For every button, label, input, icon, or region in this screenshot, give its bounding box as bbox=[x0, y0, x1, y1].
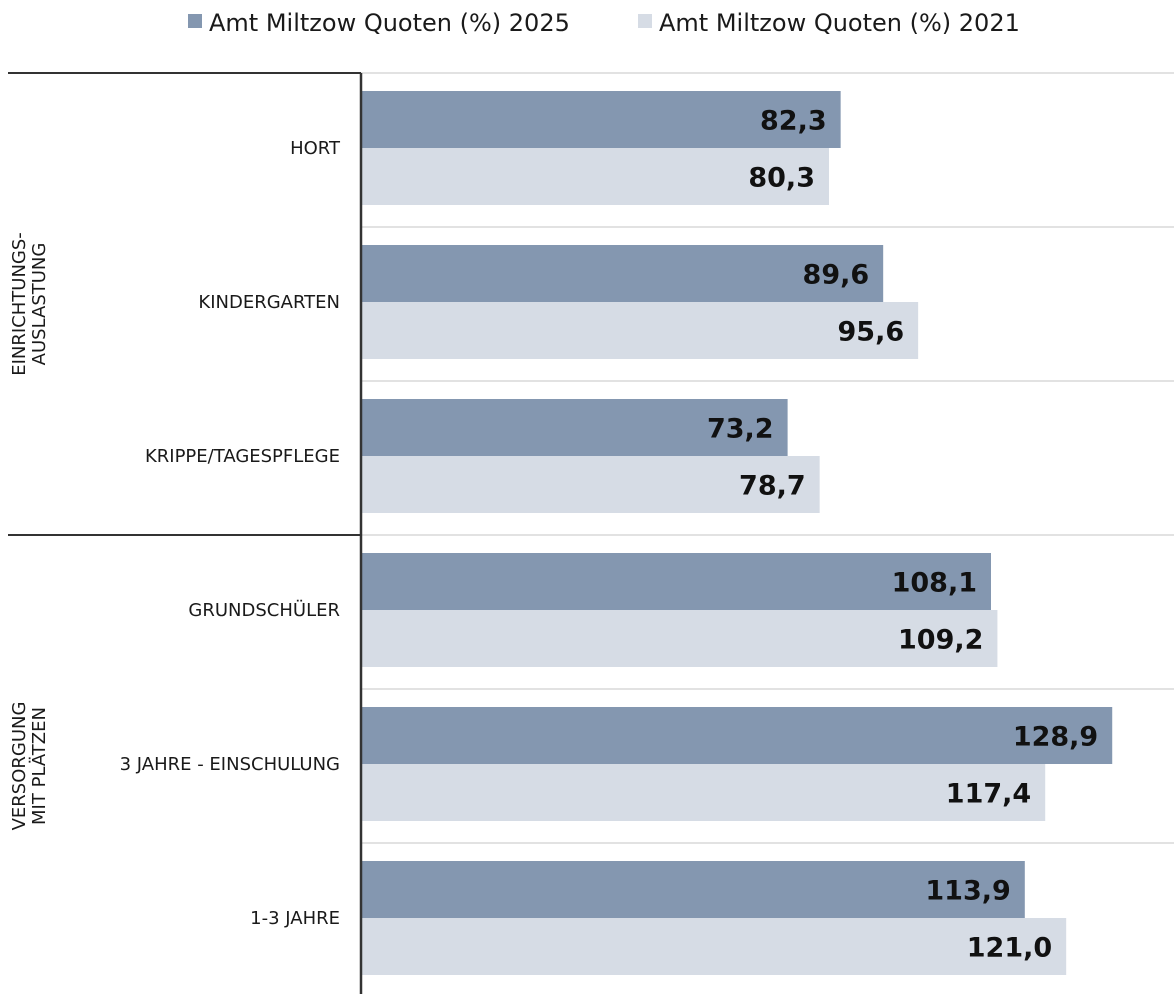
value-label: 108,1 bbox=[892, 568, 977, 599]
bar-2025 bbox=[361, 91, 841, 148]
category-label: KRIPPE/TAGESPFLEGE bbox=[145, 446, 340, 467]
category-label: 3 JAHRE - EINSCHULUNG bbox=[120, 754, 340, 775]
value-label: 128,9 bbox=[1013, 722, 1098, 753]
legend-swatch-2021 bbox=[638, 14, 652, 28]
category-labels: HORT KINDERGARTEN KRIPPE/TAGESPFLEGE GRUNDS… bbox=[120, 138, 341, 929]
bar-2025 bbox=[361, 399, 788, 456]
value-label: 89,6 bbox=[803, 260, 870, 291]
bar-2021 bbox=[361, 764, 1046, 821]
value-label: 82,3 bbox=[760, 106, 827, 137]
bar-2025 bbox=[361, 707, 1113, 764]
group-labels: EINRICHTUNGS- AUSLASTUNG VERSORGUNG MIT PLÄ… bbox=[9, 232, 50, 830]
group-label: EINRICHTUNGS- bbox=[9, 232, 30, 376]
axes bbox=[8, 72, 363, 994]
legend-label-2025: Amt Miltzow Quoten (%) 2025 bbox=[209, 9, 570, 37]
value-label: 73,2 bbox=[707, 414, 774, 445]
legend-swatch-2025 bbox=[188, 14, 202, 28]
value-labels: 82,3 80,3 89,6 95,6 73,2 78,7 108,1 109,2 128,9 1… bbox=[707, 106, 1098, 964]
bar-2021 bbox=[361, 610, 998, 667]
bar-series bbox=[361, 91, 1113, 975]
bar-2021 bbox=[361, 918, 1067, 975]
group-label: AUSLASTUNG bbox=[29, 243, 50, 366]
bar-2025 bbox=[361, 553, 992, 610]
bar-2025 bbox=[361, 245, 884, 302]
value-label: 109,2 bbox=[898, 625, 983, 656]
value-label: 113,9 bbox=[925, 876, 1010, 907]
category-label: HORT bbox=[290, 138, 341, 159]
category-label: GRUNDSCHÜLER bbox=[188, 599, 340, 621]
value-label: 117,4 bbox=[946, 779, 1031, 810]
bar-2021 bbox=[361, 302, 919, 359]
value-label: 80,3 bbox=[748, 163, 815, 194]
group-label: VERSORGUNG bbox=[9, 702, 30, 831]
category-label: 1-3 JAHRE bbox=[250, 908, 340, 929]
category-label: KINDERGARTEN bbox=[198, 292, 340, 313]
bar-2021 bbox=[361, 456, 820, 513]
bar-2021 bbox=[361, 148, 829, 205]
value-label: 95,6 bbox=[838, 317, 905, 348]
legend-label-2021: Amt Miltzow Quoten (%) 2021 bbox=[659, 9, 1020, 37]
group-label: MIT PLÄTZEN bbox=[29, 707, 50, 825]
chart-legend: Amt Miltzow Quoten (%) 2025 Amt Miltzow … bbox=[188, 9, 1020, 37]
value-label: 121,0 bbox=[967, 933, 1052, 964]
bar-2025 bbox=[361, 861, 1025, 918]
grid-lines bbox=[361, 72, 1174, 844]
value-label: 78,7 bbox=[739, 471, 806, 502]
